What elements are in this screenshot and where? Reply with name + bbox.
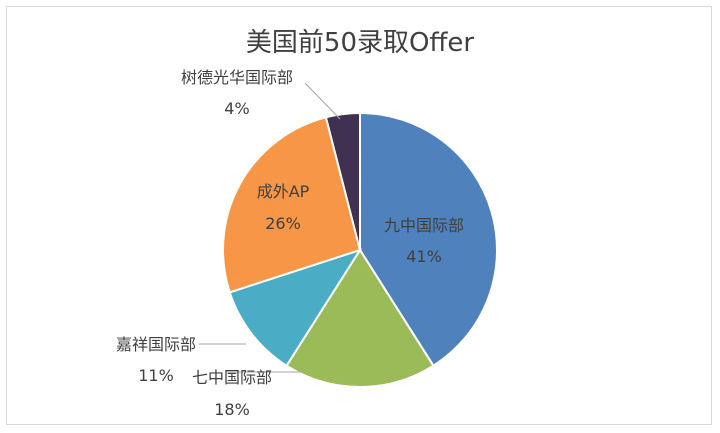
slice-name-label: 树德光华国际部 (181, 68, 293, 87)
slice-percent-label: 41% (406, 247, 442, 266)
slice-name-label: 七中国际部 (192, 368, 272, 387)
slice-percent-label: 11% (138, 366, 174, 385)
slice-name-label: 成外AP (257, 182, 310, 201)
slice-name-label: 嘉祥国际部 (116, 335, 196, 354)
pie-slice (324, 111, 361, 251)
chart-title: 美国前50录取Offer (246, 28, 474, 58)
slice-percent-label: 26% (265, 214, 301, 233)
slice-name-label: 九中国际部 (384, 216, 464, 235)
slice-percent-label: 4% (224, 99, 249, 118)
pie-slice (228, 248, 363, 368)
slice-percent-label: 18% (214, 400, 250, 419)
leader-line (304, 82, 341, 120)
pie-slice (222, 116, 362, 294)
